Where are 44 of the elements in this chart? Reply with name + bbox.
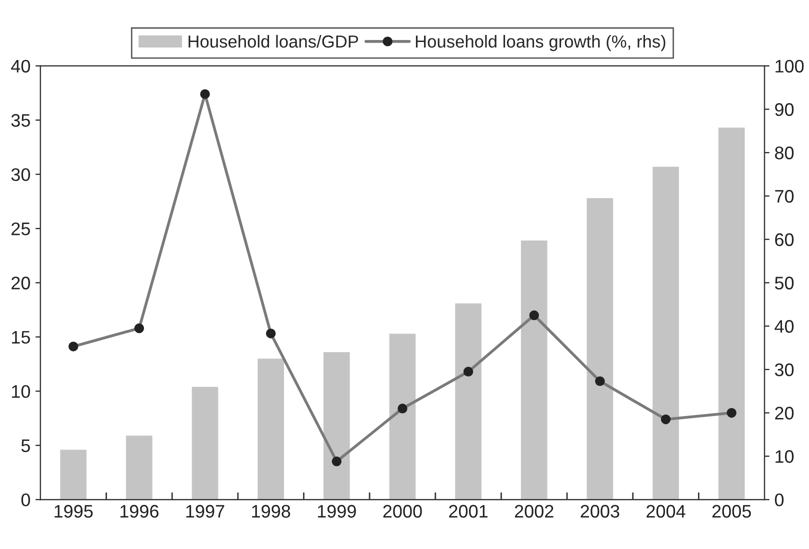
bar (586, 198, 614, 500)
y-tick-label: 5 (21, 439, 30, 452)
y2-tick-label: 10 (776, 450, 794, 463)
y-tick-label: 20 (12, 276, 30, 290)
bar (126, 436, 152, 500)
y2-tick-label: 90 (775, 103, 794, 116)
bar (258, 358, 284, 500)
y2-tick-label: 40 (774, 320, 794, 333)
x-tick-label: 2000 (383, 504, 422, 518)
bar (60, 450, 87, 500)
x-tick-label: 2003 (580, 504, 620, 518)
legend-label: Household loans/GDP (188, 34, 358, 48)
bar (718, 128, 745, 500)
bar (652, 166, 679, 500)
x-tick-label: 2005 (712, 504, 751, 518)
y2-tick-label: 80 (775, 146, 794, 160)
y2-tick-label: 0 (774, 494, 784, 506)
x-tick-label: 1996 (120, 504, 158, 518)
y-tick-label: 35 (11, 114, 30, 127)
legend-label: Household loans growth (%, rhs) (416, 34, 666, 52)
y-tick-label: 15 (12, 331, 30, 344)
x-tick-label: 2001 (449, 504, 488, 518)
bar (520, 240, 548, 500)
bar (389, 334, 416, 500)
x-tick-label: 1998 (252, 504, 290, 518)
y-tick-label: 25 (12, 222, 30, 236)
y-tick-label: 0 (21, 494, 30, 506)
y2-tick-label: 60 (775, 233, 794, 246)
y-tick-label: 30 (11, 168, 30, 182)
y-tick-label: 10 (12, 385, 30, 398)
y2-tick-label: 30 (774, 363, 794, 376)
x-tick-label: 1997 (186, 504, 224, 518)
bar (192, 386, 218, 500)
y2-tick-label: 50 (774, 276, 794, 290)
y2-tick-label: 20 (775, 406, 794, 420)
x-tick-label: 1995 (54, 504, 93, 518)
x-tick-label: 2002 (514, 504, 554, 518)
bar (455, 303, 482, 500)
y2-tick-label: 70 (775, 190, 794, 203)
y-tick-label: 40 (11, 60, 30, 73)
y2-tick-label: 100 (776, 60, 804, 73)
x-tick-label: 1999 (318, 504, 356, 518)
bar (323, 352, 350, 500)
x-tick-label: 2004 (646, 504, 686, 518)
